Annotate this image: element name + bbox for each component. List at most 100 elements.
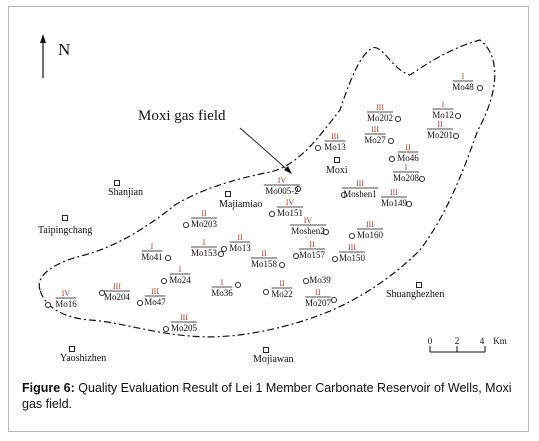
well-grade: II <box>315 288 321 297</box>
scale-tick-2: 2 <box>455 336 460 346</box>
scale-tick-0: 0 <box>428 336 433 346</box>
well-name: Mo22 <box>271 289 293 299</box>
well-marker-icon <box>387 137 394 144</box>
well-name: Mo13 <box>229 243 251 253</box>
town-moxi: Moxi <box>326 157 348 176</box>
town-label: Mojiawan <box>253 354 294 365</box>
well-name: Mo47 <box>144 297 166 307</box>
well-marker-icon <box>454 113 461 120</box>
scale-tick-4: 4 <box>480 336 485 346</box>
well-grade: IV <box>62 289 71 298</box>
well-name: Mo12 <box>432 110 454 120</box>
town-marker-icon <box>62 215 68 221</box>
well-marker-icon <box>160 277 167 284</box>
well-marker-icon <box>394 116 401 123</box>
well-marker-icon <box>294 185 301 192</box>
well-grade: III <box>331 132 339 141</box>
well-marker-icon <box>476 85 483 92</box>
well-name: Mo150 <box>339 253 366 263</box>
field-label: Moxi gas field <box>138 108 226 124</box>
well-name: Mo005-2 <box>265 186 299 196</box>
well-grade: III <box>390 188 398 197</box>
well-name: Mo27 <box>364 135 386 145</box>
well-marker-icon <box>182 221 189 228</box>
town-marker-icon <box>334 157 340 163</box>
north-label: N <box>58 40 70 59</box>
well-grade: I <box>151 242 154 251</box>
town-majiamiao: Majiamiao <box>219 191 262 210</box>
field-label-pointer <box>239 127 291 173</box>
well-marker-icon <box>292 252 299 259</box>
gas-field-boundary <box>38 39 496 338</box>
well-name: Mo39 <box>309 275 331 285</box>
well-marker-icon <box>348 232 355 239</box>
scale-unit: Km <box>493 336 507 346</box>
well-name: Mo151 <box>277 208 303 218</box>
well-name: Mo207 <box>305 298 332 308</box>
well-grade: I <box>179 265 182 274</box>
well-grade: III <box>151 287 159 296</box>
well-name: Mo205 <box>171 323 198 333</box>
well-marker-icon <box>322 228 329 235</box>
caption-label: Figure 6: <box>22 381 75 395</box>
well-name: Mo41 <box>141 252 163 262</box>
well-marker-icon <box>418 175 425 182</box>
town-shanjian: Shanjian <box>108 180 143 198</box>
town-yaoshizhen: Yaoshizhen <box>60 346 106 364</box>
well-grade: IV <box>278 176 287 185</box>
well-name: Mo208 <box>393 173 420 183</box>
well-marker-icon <box>162 325 169 332</box>
field-label-arrowhead <box>284 166 292 174</box>
well-marker-icon <box>452 132 459 139</box>
well-name: Mo153 <box>191 248 218 258</box>
town-mojiawan: Mojiawan <box>253 347 294 365</box>
well-grade: I <box>442 100 445 109</box>
well-grade: IV <box>286 198 295 207</box>
well-marker-icon <box>217 250 224 257</box>
well-grade: I <box>203 238 206 247</box>
well-marker-icon <box>278 261 285 268</box>
well-grade: I <box>221 278 224 287</box>
well-marker-icon <box>136 299 143 306</box>
well-marker-icon <box>331 255 338 262</box>
well-name: Mo13 <box>324 142 346 152</box>
well-grade: III <box>180 313 188 322</box>
well-marker-icon <box>268 210 275 217</box>
well-grade: II <box>201 209 207 218</box>
well-grade: II <box>279 279 285 288</box>
well-marker-icon <box>388 155 395 162</box>
well-name: Mo48 <box>452 82 474 92</box>
well-map: N Moxi gas field Shanjian Majiamiao Taipin… <box>38 34 507 365</box>
well-name: Mo16 <box>55 299 77 309</box>
well-grade: I <box>462 72 465 81</box>
well-name: Mo157 <box>299 250 326 260</box>
well-name: Mo46 <box>397 153 419 163</box>
well-grade: III <box>376 103 384 112</box>
well-name: Mo36 <box>211 288 233 298</box>
well-marker-icon <box>164 254 171 261</box>
well-marker-icon <box>234 281 241 288</box>
town-label: Taipingchang <box>38 225 92 236</box>
well-marker-icon <box>405 200 412 207</box>
town-marker-icon <box>263 347 269 353</box>
well-marker-icon <box>302 277 309 284</box>
town-marker-icon <box>225 191 231 197</box>
well-name: Mo158 <box>251 259 278 269</box>
well-name: Mo149 <box>381 198 408 208</box>
